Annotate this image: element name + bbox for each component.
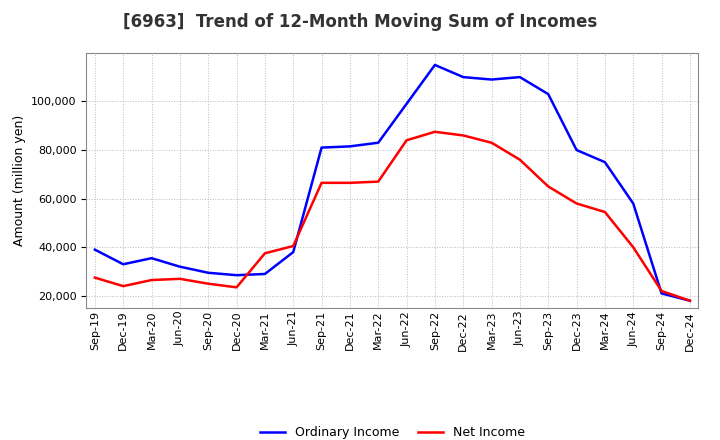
Net Income <box>657 288 666 293</box>
Net Income <box>629 245 637 250</box>
Ordinary Income <box>402 101 411 106</box>
Ordinary Income <box>572 147 581 153</box>
Ordinary Income <box>459 74 467 80</box>
Ordinary Income <box>544 92 552 97</box>
Ordinary Income <box>516 74 524 80</box>
Net Income <box>233 285 241 290</box>
Ordinary Income <box>629 201 637 206</box>
Net Income <box>318 180 326 186</box>
Net Income <box>459 133 467 138</box>
Ordinary Income <box>600 160 609 165</box>
Ordinary Income <box>346 144 354 149</box>
Ordinary Income <box>487 77 496 82</box>
Net Income <box>176 276 184 282</box>
Net Income <box>261 251 269 256</box>
Line: Ordinary Income: Ordinary Income <box>95 65 690 301</box>
Ordinary Income <box>685 298 694 303</box>
Text: [6963]  Trend of 12-Month Moving Sum of Incomes: [6963] Trend of 12-Month Moving Sum of I… <box>123 13 597 31</box>
Net Income <box>544 184 552 189</box>
Legend: Ordinary Income, Net Income: Ordinary Income, Net Income <box>255 422 530 440</box>
Ordinary Income <box>289 249 297 255</box>
Ordinary Income <box>374 140 382 145</box>
Ordinary Income <box>261 271 269 277</box>
Ordinary Income <box>119 262 127 267</box>
Ordinary Income <box>431 62 439 68</box>
Line: Net Income: Net Income <box>95 132 690 301</box>
Ordinary Income <box>91 247 99 252</box>
Ordinary Income <box>176 264 184 269</box>
Net Income <box>289 243 297 249</box>
Ordinary Income <box>204 270 212 275</box>
Y-axis label: Amount (million yen): Amount (million yen) <box>13 115 26 246</box>
Net Income <box>374 179 382 184</box>
Ordinary Income <box>233 272 241 278</box>
Ordinary Income <box>318 145 326 150</box>
Net Income <box>516 157 524 162</box>
Net Income <box>119 283 127 289</box>
Ordinary Income <box>657 291 666 296</box>
Ordinary Income <box>148 256 156 261</box>
Net Income <box>91 275 99 280</box>
Net Income <box>148 277 156 282</box>
Net Income <box>402 138 411 143</box>
Net Income <box>685 298 694 303</box>
Net Income <box>431 129 439 135</box>
Net Income <box>204 281 212 286</box>
Net Income <box>600 209 609 215</box>
Net Income <box>487 140 496 145</box>
Net Income <box>572 201 581 206</box>
Net Income <box>346 180 354 186</box>
